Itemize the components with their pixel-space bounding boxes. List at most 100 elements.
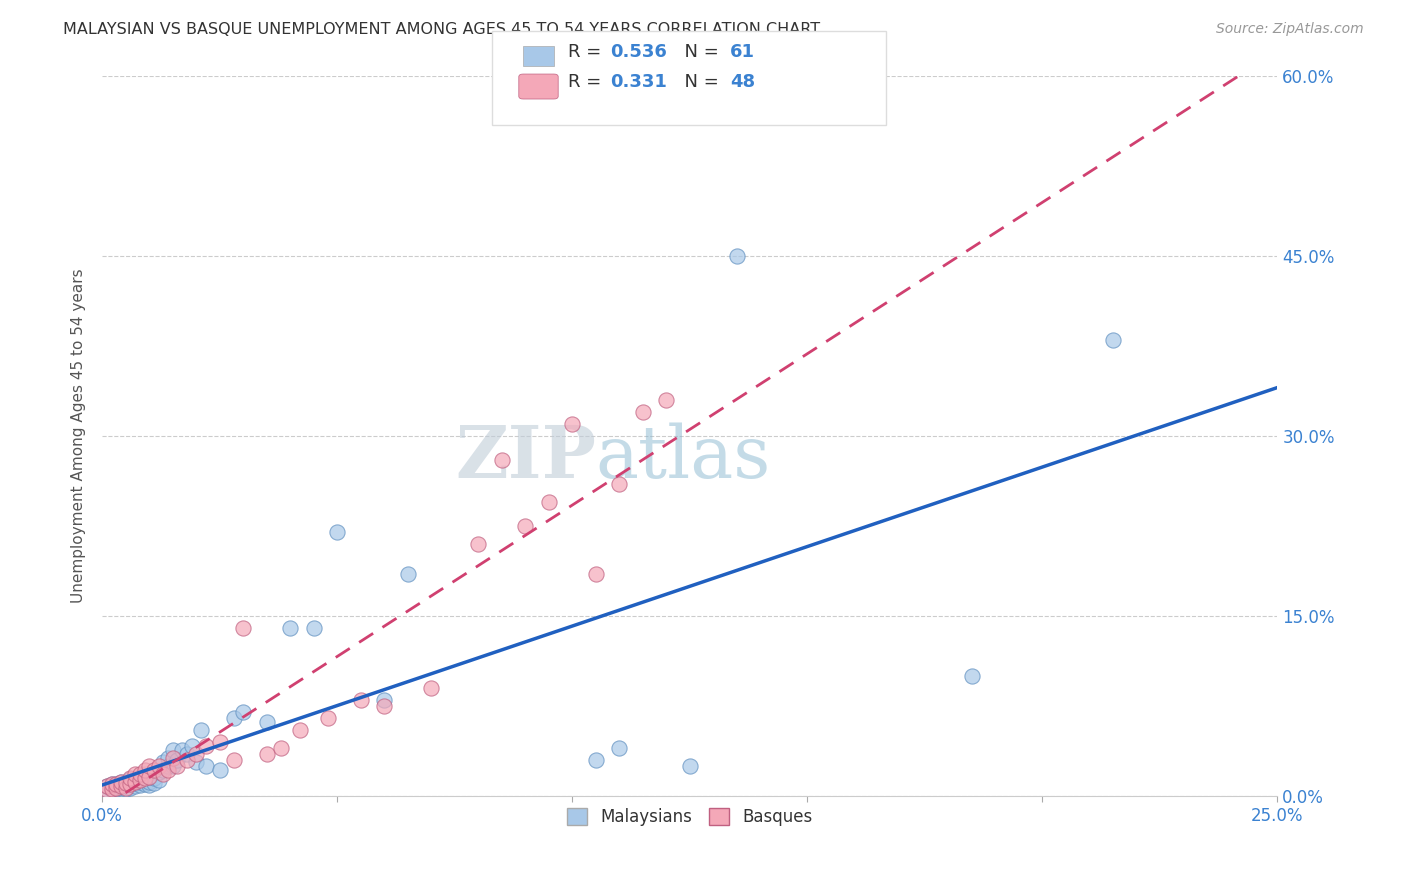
Text: atlas: atlas (596, 422, 770, 492)
Point (128, 778, 150, 792)
Point (561, 417, 583, 431)
Point (134, 777, 156, 791)
Point (114, 778, 136, 792)
Point (105, 777, 128, 791)
Point (114, 781, 136, 796)
Point (110, 774, 132, 789)
Point (124, 780, 146, 794)
Point (100, 781, 122, 796)
Point (655, 392, 678, 407)
Point (162, 759, 184, 773)
Point (420, 681, 443, 695)
Point (142, 763, 165, 777)
Point (105, 780, 128, 795)
Legend: Malaysians, Basques: Malaysians, Basques (558, 800, 821, 835)
Point (162, 743, 184, 757)
Point (96, 780, 118, 794)
Point (176, 747, 198, 761)
Point (186, 747, 208, 761)
Point (134, 763, 156, 777)
Text: MALAYSIAN VS BASQUE UNEMPLOYMENT AMONG AGES 45 TO 54 YEARS CORRELATION CHART: MALAYSIAN VS BASQUE UNEMPLOYMENT AMONG A… (63, 22, 820, 37)
Point (373, 698, 395, 713)
Point (120, 777, 142, 791)
Y-axis label: Unemployment Among Ages 45 to 54 years: Unemployment Among Ages 45 to 54 years (72, 268, 86, 603)
Point (270, 741, 292, 756)
Point (138, 774, 160, 789)
Text: R =: R = (568, 43, 607, 61)
Point (138, 770, 160, 784)
Point (166, 753, 188, 767)
Point (96, 780, 118, 794)
Point (114, 774, 136, 789)
Point (96, 783, 118, 797)
Point (190, 723, 212, 737)
Point (396, 566, 419, 581)
Point (114, 776, 136, 790)
Point (110, 780, 132, 795)
Point (491, 452, 513, 467)
Point (110, 774, 132, 789)
Point (350, 693, 373, 707)
Point (128, 773, 150, 788)
Point (134, 771, 156, 785)
Point (128, 774, 150, 789)
Point (157, 750, 180, 764)
Point (232, 621, 254, 635)
Text: Source: ZipAtlas.com: Source: ZipAtlas.com (1216, 22, 1364, 37)
Point (114, 780, 136, 795)
Point (208, 763, 231, 777)
Point (607, 476, 630, 491)
Point (100, 783, 122, 797)
Point (166, 759, 188, 773)
Point (100, 777, 122, 791)
Point (222, 753, 245, 767)
Point (120, 771, 142, 785)
Text: 61: 61 (730, 43, 755, 61)
Text: N =: N = (673, 43, 725, 61)
Point (124, 767, 146, 781)
Point (138, 770, 160, 784)
Point (152, 763, 174, 777)
Point (1102, 333, 1125, 347)
Point (124, 774, 146, 789)
Point (157, 759, 180, 773)
Point (162, 750, 184, 764)
Point (172, 743, 194, 757)
Text: ZIP: ZIP (456, 422, 596, 493)
Point (232, 705, 254, 719)
Point (316, 711, 339, 725)
Text: R =: R = (568, 73, 607, 91)
Point (278, 621, 301, 635)
Point (138, 759, 160, 773)
Point (105, 781, 128, 796)
Point (100, 777, 122, 791)
Point (138, 778, 160, 792)
Point (288, 723, 311, 737)
Point (194, 759, 217, 773)
Point (302, 621, 325, 635)
Point (128, 770, 150, 784)
Point (326, 524, 349, 539)
Point (725, 249, 748, 263)
Point (148, 765, 170, 780)
Point (585, 566, 607, 581)
Point (148, 773, 170, 788)
Point (105, 777, 128, 791)
Point (157, 763, 180, 777)
Text: 0.331: 0.331 (610, 73, 666, 91)
Point (124, 776, 146, 790)
Point (148, 759, 170, 773)
Point (176, 753, 198, 767)
Point (373, 693, 395, 707)
Point (256, 714, 278, 729)
Point (100, 780, 122, 794)
Point (960, 669, 983, 683)
Point (110, 778, 132, 792)
Point (256, 747, 278, 761)
Point (96, 783, 118, 797)
Text: N =: N = (673, 73, 725, 91)
Point (222, 711, 245, 725)
Point (631, 405, 654, 419)
Point (120, 777, 142, 791)
Point (194, 739, 217, 753)
